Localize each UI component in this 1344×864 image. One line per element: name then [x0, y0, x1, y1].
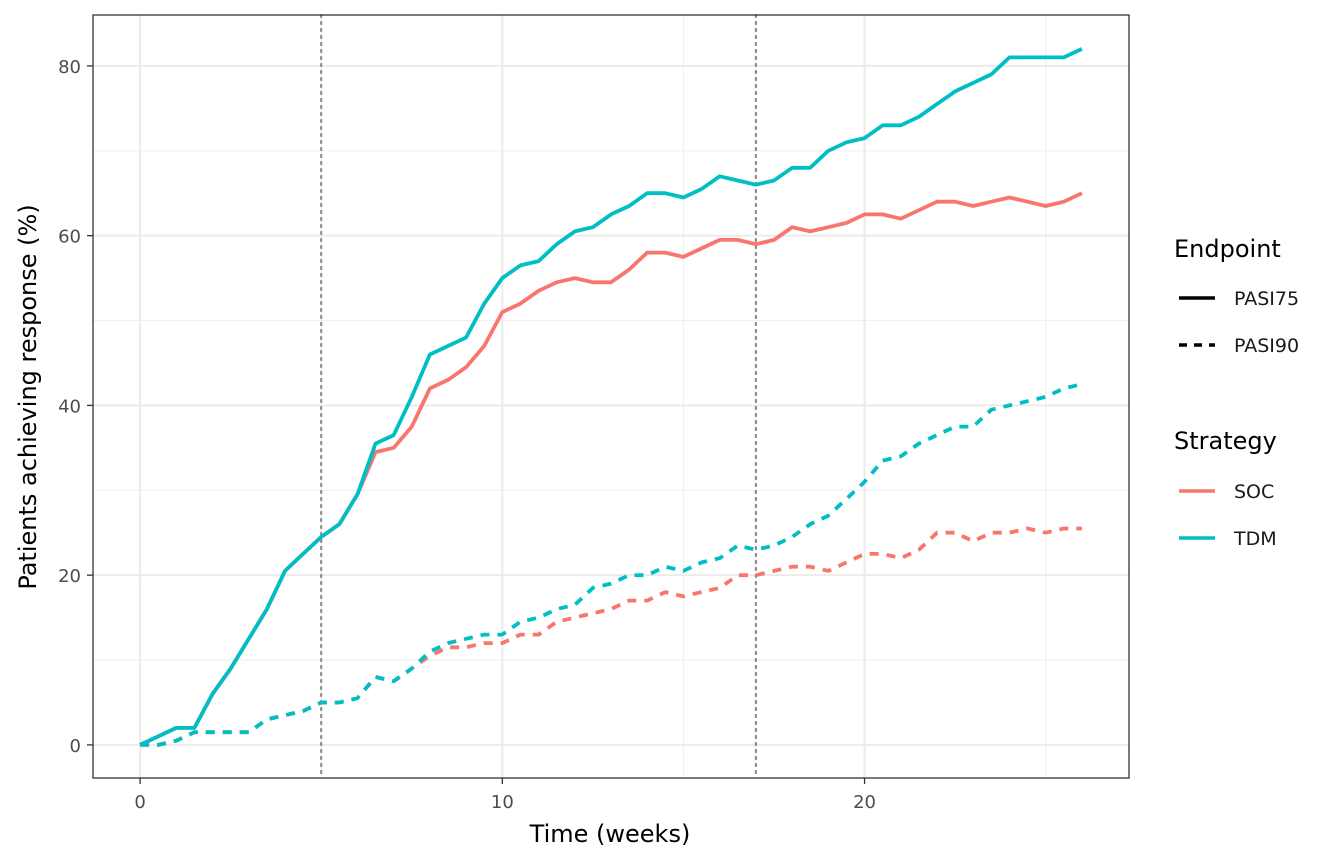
grid — [93, 15, 1129, 778]
reference-lines — [320, 13, 757, 780]
panel-border — [92, 14, 1130, 779]
legend-label-pasi75: PASI75 — [1234, 288, 1299, 310]
legend-label-tdm: TDM — [1233, 528, 1277, 550]
y-tick-label: 80 — [58, 57, 81, 78]
x-axis-title: Time (weeks) — [529, 820, 691, 848]
series-line-tdm-pasi90 — [140, 382, 1083, 747]
legend-label-soc: SOC — [1234, 481, 1274, 503]
x-tick-label: 20 — [853, 792, 876, 813]
y-tick-label: 40 — [58, 396, 81, 417]
x-tick-label: 0 — [134, 792, 145, 813]
y-axis-title: Patients achieving response (%) — [14, 204, 42, 589]
series-lines — [139, 47, 1083, 747]
legend: Endpoint PASI75 PASI90 Strategy SOC TDM — [1174, 235, 1299, 550]
y-tick-label: 20 — [58, 566, 81, 587]
y-tick-label: 60 — [58, 227, 81, 248]
series-line-soc-pasi90 — [140, 526, 1082, 747]
x-tick-label: 10 — [491, 792, 514, 813]
y-tick-label: 0 — [70, 736, 81, 757]
series-line-tdm-pasi75 — [139, 47, 1083, 747]
legend-title-strategy: Strategy — [1174, 427, 1277, 455]
legend-label-pasi90: PASI90 — [1234, 335, 1299, 357]
legend-title-endpoint: Endpoint — [1174, 235, 1281, 263]
axis-ticks: 0 10 20 0 20 40 60 80 — [58, 57, 876, 813]
